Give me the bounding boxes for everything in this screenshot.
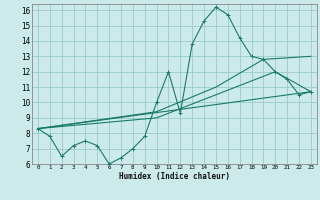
X-axis label: Humidex (Indice chaleur): Humidex (Indice chaleur) [119,172,230,181]
